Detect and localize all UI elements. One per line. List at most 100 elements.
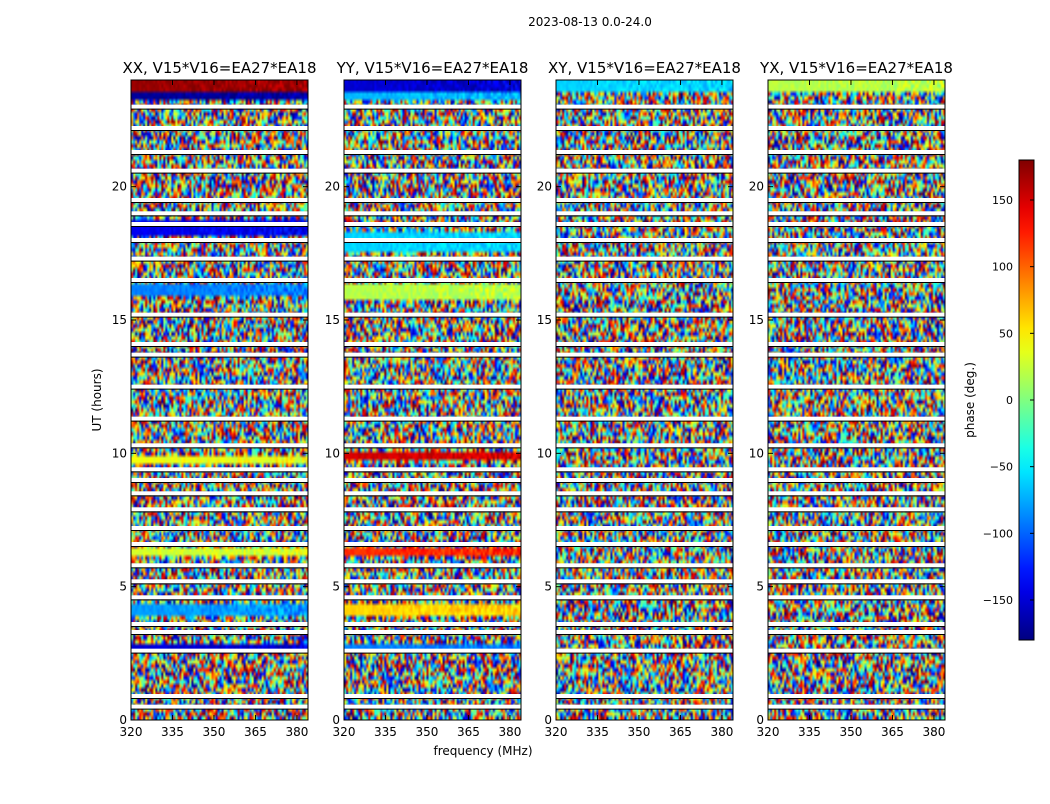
phase-image [556,80,733,720]
y-tick-label: 0 [544,713,552,727]
panel-1: YY, V15*V16=EA27*EA18 320 335 350 365 380 0 5 10… [325,59,529,739]
flagged-row [556,256,733,261]
flagged-row [131,256,308,261]
y-tick-label: 20 [537,180,552,194]
panel-frame [130,79,309,721]
flagged-row [131,104,308,109]
flagged-row [344,443,521,448]
flagged-row [344,198,521,202]
flagged-row [768,342,945,346]
flagged-row [131,694,308,698]
colorbar-tick-label: −150 [983,594,1013,607]
flagged-row [556,198,733,202]
flagged-row [131,526,308,530]
flagged-row [556,222,733,226]
flagged-row [768,278,945,282]
flagged-row [768,211,945,216]
panel-title: YY, V15*V16=EA27*EA18 [336,59,529,77]
flagged-row [556,278,733,282]
flagged-row [768,150,945,154]
y-tick-label: 0 [332,713,340,727]
flagged-row [556,211,733,216]
y-tick-label: 0 [119,713,127,727]
panel-0: XX, V15*V16=EA27*EA18 320 335 350 365 380 0 5 10… [112,59,317,739]
flagged-row [344,104,521,109]
flagged-row [556,104,733,109]
flagged-row [556,526,733,530]
phase-image [344,80,521,720]
panel-frame [343,79,522,721]
flagged-row [768,467,945,472]
flagged-row [344,168,521,173]
x-tick-label: 335 [374,725,397,739]
flagged-row [131,563,308,568]
flagged-row [556,150,733,154]
x-tick-label: 365 [244,725,267,739]
y-axis-label: UT (hours) [90,368,104,431]
flagged-row [344,595,521,600]
panel-title: XX, V15*V16=EA27*EA18 [122,59,316,77]
flagged-row [131,416,308,421]
flagged-row [556,352,733,357]
x-tick-label: 320 [757,725,780,739]
flagged-row [768,478,945,482]
phase-image [768,80,945,720]
flagged-row [131,352,308,357]
x-tick-label: 350 [203,725,226,739]
flagged-row [768,168,945,173]
x-tick-label: 335 [798,725,821,739]
flagged-row [344,467,521,472]
panel-3: YX, V15*V16=EA27*EA18 320 335 350 365 380 0 5 10… [749,59,953,739]
flagged-row [556,563,733,568]
flagged-row [344,150,521,154]
panel-title: XY, V15*V16=EA27*EA18 [548,59,741,77]
flagged-row [556,542,733,546]
y-tick-label: 0 [756,713,764,727]
flagged-row [344,694,521,698]
flagged-row [344,563,521,568]
flagged-row [131,622,308,626]
flagged-row [768,507,945,512]
panel-title: YX, V15*V16=EA27*EA18 [759,59,953,77]
flagged-row [131,595,308,600]
y-tick-label: 15 [749,313,764,327]
flagged-row [131,630,308,634]
x-tick-label: 365 [881,725,904,739]
x-tick-label: 350 [628,725,651,739]
flagged-row [131,150,308,154]
flagged-row [768,384,945,389]
flagged-row [131,312,308,317]
flagged-row [556,648,733,653]
flagged-row [131,198,308,202]
flagged-row [131,211,308,216]
phase-image [131,80,308,720]
flagged-row [556,443,733,448]
flagged-row [131,443,308,448]
colorbar-tick-label: −100 [983,527,1013,540]
y-tick-label: 20 [112,180,127,194]
flagged-row [768,312,945,317]
flagged-row [556,342,733,346]
y-tick-label: 10 [749,446,764,460]
colorbar: 150 100 50 0 −50 −100 −150 phase (deg.) [963,159,1035,641]
flagged-row [344,507,521,512]
flagged-row [344,278,521,282]
flagged-row [131,478,308,482]
flagged-row [768,694,945,698]
flagged-row [556,622,733,626]
flagged-row [556,384,733,389]
flagged-row [556,126,733,130]
y-tick-label: 20 [749,180,764,194]
x-tick-label: 350 [840,725,863,739]
flagged-row [344,384,521,389]
x-tick-label: 365 [457,725,480,739]
flagged-row [556,416,733,421]
flagged-row [344,526,521,530]
flagged-row [768,579,945,584]
y-tick-label: 5 [544,580,552,594]
flagged-row [131,126,308,130]
flagged-row [768,526,945,530]
flagged-row [344,478,521,482]
